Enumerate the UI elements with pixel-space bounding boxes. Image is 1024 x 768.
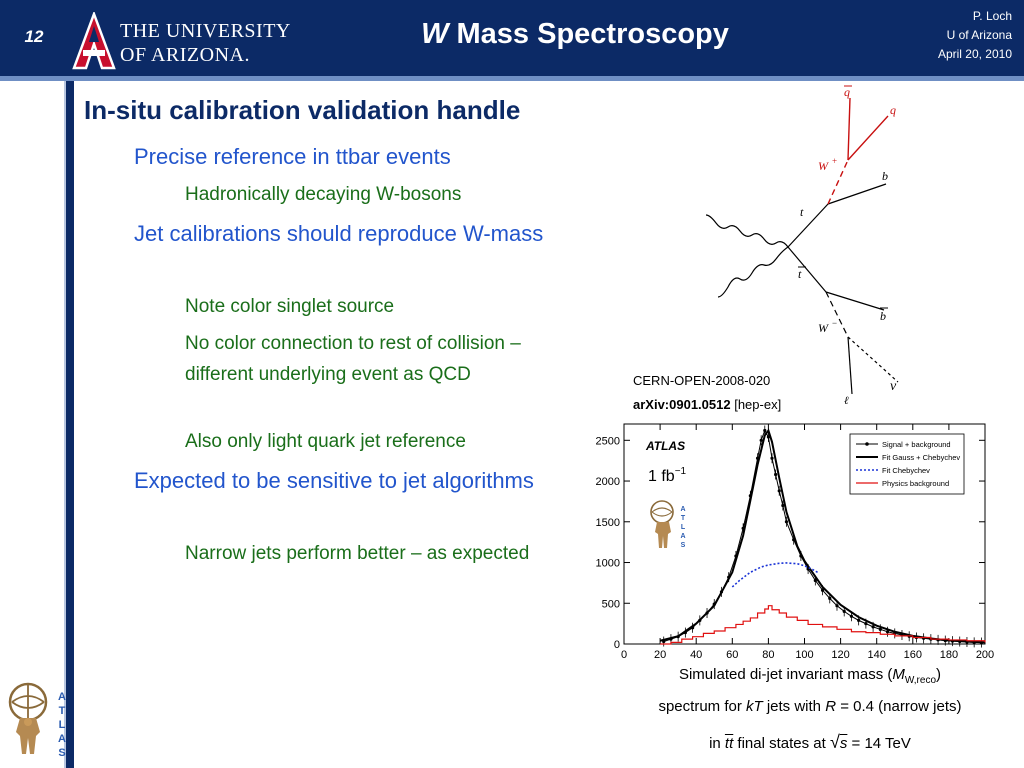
arizona-a-icon (72, 12, 116, 70)
slide-number: 12 (24, 27, 44, 46)
university-name-line1: THE UNIVERSITY (120, 20, 291, 42)
label-qbar: q (844, 85, 850, 99)
y-tick-label: 500 (602, 598, 620, 610)
x-tick-label: 120 (831, 649, 849, 661)
svg-text:L: L (681, 524, 686, 531)
y-tick-label: 1000 (596, 558, 620, 570)
legend-marker (865, 442, 869, 446)
svg-text:S: S (58, 747, 65, 759)
author-block: P. Loch U of Arizona April 20, 2010 (938, 7, 1012, 64)
atlas-logo-icon: A T L A S (8, 682, 66, 759)
luminosity-label: 1 fb−1 (648, 466, 687, 485)
svg-text:T: T (59, 705, 66, 717)
x-tick-label: 100 (795, 649, 813, 661)
label-bbar: b (880, 309, 886, 323)
x-tick-label: 140 (868, 649, 886, 661)
arxiv-category: [hep-ex] (730, 397, 782, 412)
x-tick-label: 40 (690, 649, 702, 661)
author-name: P. Loch (972, 9, 1012, 23)
header-accent-line (0, 76, 1024, 81)
x-tick-label: 160 (904, 649, 922, 661)
university-name-line2: OF ARIZONA. (120, 44, 250, 66)
y-tick-label: 2000 (596, 476, 620, 488)
svg-text:A: A (58, 691, 66, 703)
bullet-level3-light-quark: Also only light quark jet reference (185, 431, 466, 452)
left-bar (66, 81, 74, 768)
w-mass-spectrum-chart: 0 20 40 60 80 100 120 140 160 180 2000500100015002… (596, 423, 994, 661)
series-fit-chebychev (731, 562, 820, 588)
x-tick-label: 60 (726, 649, 738, 661)
bullet-level2-jet-calibrations: Jet calibrations should reproduce W-mass (134, 221, 544, 246)
svg-text:+: + (832, 156, 837, 166)
bullet-level3-hadronic-w: Hadronically decaying W-bosons (185, 184, 462, 205)
svg-text:A: A (680, 533, 685, 540)
atlas-label: ATLAS (645, 439, 685, 453)
bullet-level3-no-color-connection: No color connection to rest of collision… (185, 333, 521, 385)
svg-text:T: T (681, 515, 686, 522)
label-nu: ν (890, 379, 897, 394)
x-tick-label: 80 (762, 649, 774, 661)
x-tick-label: 200 (976, 649, 994, 661)
bullet-level2-jet-algorithms: Expected to be sensitive to jet algorith… (134, 468, 534, 493)
series-physics-background (660, 605, 986, 645)
left-bar-highlight (64, 81, 66, 768)
ttbar-feynman-diagram: q q W + b t t b W − ν ℓ (705, 85, 899, 404)
label-lepton: ℓ (844, 395, 849, 404)
y-tick-label: 0 (614, 639, 620, 651)
legend-label: Fit Chebychev (882, 466, 930, 475)
svg-text:L: L (59, 719, 66, 731)
caption-line3: in tt final states at √s = 14 TeV (709, 732, 911, 752)
svg-text:S: S (681, 542, 686, 549)
plot-atlas-logo-icon: A T L A S (650, 500, 686, 549)
label-tbar: t (798, 267, 802, 281)
slide-title: W Mass Spectroscopy (300, 18, 850, 51)
legend-label: Signal + background (882, 440, 951, 449)
label-wplus: W (818, 159, 829, 173)
y-tick-label: 1500 (596, 517, 620, 529)
gluon-lower (717, 246, 789, 298)
bullet-level3-narrow-jets: Narrow jets perform better – as expected (185, 543, 530, 564)
svg-text:A: A (58, 733, 66, 745)
arxiv-id: arXiv:0901.0512 (633, 397, 731, 412)
university-logo: THE UNIVERSITY OF ARIZONA. (72, 12, 290, 74)
svg-text:−: − (832, 318, 837, 328)
author-affiliation: U of Arizona (946, 28, 1012, 42)
bullet-heading: In-situ calibration validation handle (84, 95, 521, 125)
label-b: b (882, 169, 888, 183)
gluon-upper (705, 214, 789, 248)
label-q: q (890, 103, 896, 117)
presentation-date: April 20, 2010 (937, 47, 1012, 61)
label-t: t (800, 205, 804, 219)
x-tick-label: 0 (621, 649, 627, 661)
y-tick-label: 2500 (596, 435, 620, 447)
caption-line1: Simulated di-jet invariant mass (MW,reco… (678, 666, 942, 686)
bullet-level3-color-singlet: Note color singlet source (185, 296, 395, 317)
cern-note-reference: CERN-OPEN-2008-020 (633, 373, 771, 388)
arxiv-reference: arXiv:0901.0512 [hep-ex] (633, 397, 781, 412)
caption-line2: spectrum for kT jets with R = 0.4 (narro… (658, 698, 962, 715)
legend-label: Physics background (882, 479, 949, 488)
title-text: Mass Spectroscopy (448, 18, 729, 50)
svg-text:A: A (680, 506, 685, 513)
x-tick-label: 20 (654, 649, 666, 661)
legend-label: Fit Gauss + Chebychev (882, 453, 960, 462)
x-tick-label: 180 (940, 649, 958, 661)
title-italic-w: W (421, 18, 449, 50)
bullet-level2-precise-reference: Precise reference in ttbar events (134, 144, 451, 169)
slide-header (0, 0, 1024, 78)
label-wminus: W (818, 321, 829, 335)
